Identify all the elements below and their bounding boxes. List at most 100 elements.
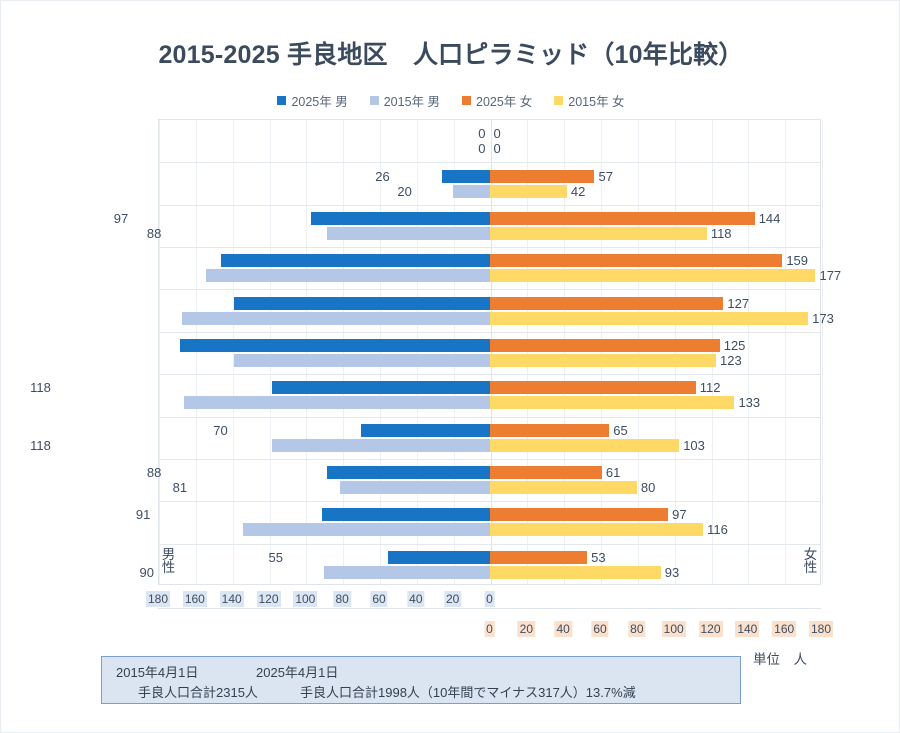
bar-value-female: 42 [570, 183, 586, 199]
legend-swatch-icon [369, 96, 379, 105]
chart-row: 70〜79歳146159154177 [159, 247, 841, 289]
bar-male[interactable] [272, 438, 490, 452]
row-divider [159, 543, 820, 545]
bar-female[interactable] [489, 550, 588, 564]
axis-tick: 0 [484, 591, 495, 607]
footer-left-total: 手良人口合計2315人 [138, 685, 258, 701]
gridline [748, 120, 750, 584]
bar-male[interactable] [388, 550, 490, 564]
bar-male[interactable] [180, 338, 490, 352]
bar-female[interactable] [489, 269, 816, 283]
bar-female[interactable] [489, 481, 637, 495]
bar-male[interactable] [360, 423, 490, 437]
bar-male[interactable] [452, 184, 490, 198]
legend-item-3[interactable]: 2015年 女 [554, 91, 625, 110]
bar-value-female: 118 [710, 225, 732, 241]
gridline [195, 120, 197, 584]
bar-female[interactable] [489, 438, 680, 452]
bar-pair: 139123 [159, 353, 820, 367]
bar-male[interactable] [441, 169, 490, 183]
gridline [601, 120, 602, 584]
bar-male[interactable] [310, 211, 490, 225]
bar-male[interactable] [321, 508, 490, 522]
bar-pair: 154177 [159, 269, 841, 283]
bar-value-male: 118 [30, 380, 51, 396]
bar-female[interactable] [489, 338, 720, 352]
bar-male[interactable] [183, 396, 490, 410]
bar-male[interactable] [181, 311, 490, 325]
legend-swatch-icon [277, 96, 287, 105]
bar-pair: 90 93 [140, 565, 820, 579]
bar-female[interactable] [489, 169, 595, 183]
axis-tick: 120 [698, 621, 723, 637]
gridline [306, 120, 308, 584]
row-divider [159, 331, 820, 333]
legend-item-0[interactable]: 2025年 男 [277, 91, 348, 110]
chart-row: 60〜69歳139127167173 [159, 289, 834, 331]
row-divider [159, 247, 820, 249]
bar-male[interactable] [242, 523, 490, 537]
row-divider [159, 162, 820, 164]
legend-item-1[interactable]: 2015年 男 [369, 91, 440, 110]
female-side-label: 女性 [803, 546, 818, 576]
axis-tick: 140 [219, 591, 244, 607]
gridline [822, 120, 823, 584]
bar-female[interactable] [489, 523, 704, 537]
bar-male[interactable] [272, 381, 490, 395]
bar-value-female: 103 [683, 437, 705, 453]
summary-footer: 2015年4月1日 2025年4月1日 手良人口合計2315人 手良人口合計19… [101, 656, 741, 704]
bar-male[interactable] [323, 565, 490, 579]
bar-female[interactable] [489, 296, 724, 310]
gridline [564, 120, 566, 584]
bar-male[interactable] [327, 466, 490, 480]
footer-right-total: 手良人口合計1998人（10年間でマイナス317人）13.7%減 [300, 685, 636, 701]
bar-female[interactable] [489, 184, 567, 198]
bar-value-female: 159 [786, 253, 809, 269]
bar-female[interactable] [489, 311, 809, 325]
bar-female[interactable] [489, 211, 755, 225]
legend-item-2[interactable]: 2025年 女 [462, 91, 532, 110]
gridline [527, 120, 529, 584]
bar-value-male: 90 [139, 564, 154, 580]
gridline [711, 120, 713, 584]
bar-male[interactable] [220, 254, 490, 268]
bar-female[interactable] [489, 353, 717, 367]
bar-male[interactable] [327, 226, 490, 240]
male-axis-line [158, 608, 821, 609]
bar-pair: 70 65 [159, 423, 820, 437]
legend-label: 2025年 男 [291, 95, 348, 109]
bar-value-male: 0 [478, 141, 486, 157]
bar-female[interactable] [489, 508, 669, 522]
bar-value-female: 125 [723, 337, 746, 353]
chart-row: 40〜49歳118112166133 [30, 374, 820, 416]
bar-female[interactable] [489, 466, 602, 480]
gridline [380, 120, 381, 584]
zero-axis-line [490, 120, 492, 584]
bar-female[interactable] [489, 396, 735, 410]
bar-pair: 134116 [159, 523, 820, 537]
axis-tick: 100 [293, 591, 318, 607]
chart-row: 30〜39歳7065118103 [30, 417, 820, 459]
gridline [343, 120, 345, 584]
legend-swatch-icon [462, 96, 471, 105]
bar-pair: 88 61 [147, 466, 820, 480]
bar-pair: 146159 [159, 253, 820, 269]
axis-tick: 120 [256, 591, 281, 607]
bar-female[interactable] [489, 381, 696, 395]
bar-male[interactable] [233, 353, 490, 367]
axis-tick: 180 [145, 591, 171, 607]
bar-pair: 20 42 [159, 183, 820, 199]
bar-female[interactable] [489, 226, 707, 240]
bar-female[interactable] [489, 565, 661, 579]
bar-male[interactable] [205, 269, 490, 283]
row-divider [159, 501, 820, 503]
bar-female[interactable] [489, 423, 610, 437]
gridline [453, 120, 455, 584]
bar-value-male: 97 [113, 210, 129, 226]
bar-value-male: 55 [268, 549, 283, 565]
bar-male[interactable] [233, 296, 490, 310]
bar-male[interactable] [340, 481, 490, 495]
bar-female[interactable] [489, 254, 783, 268]
